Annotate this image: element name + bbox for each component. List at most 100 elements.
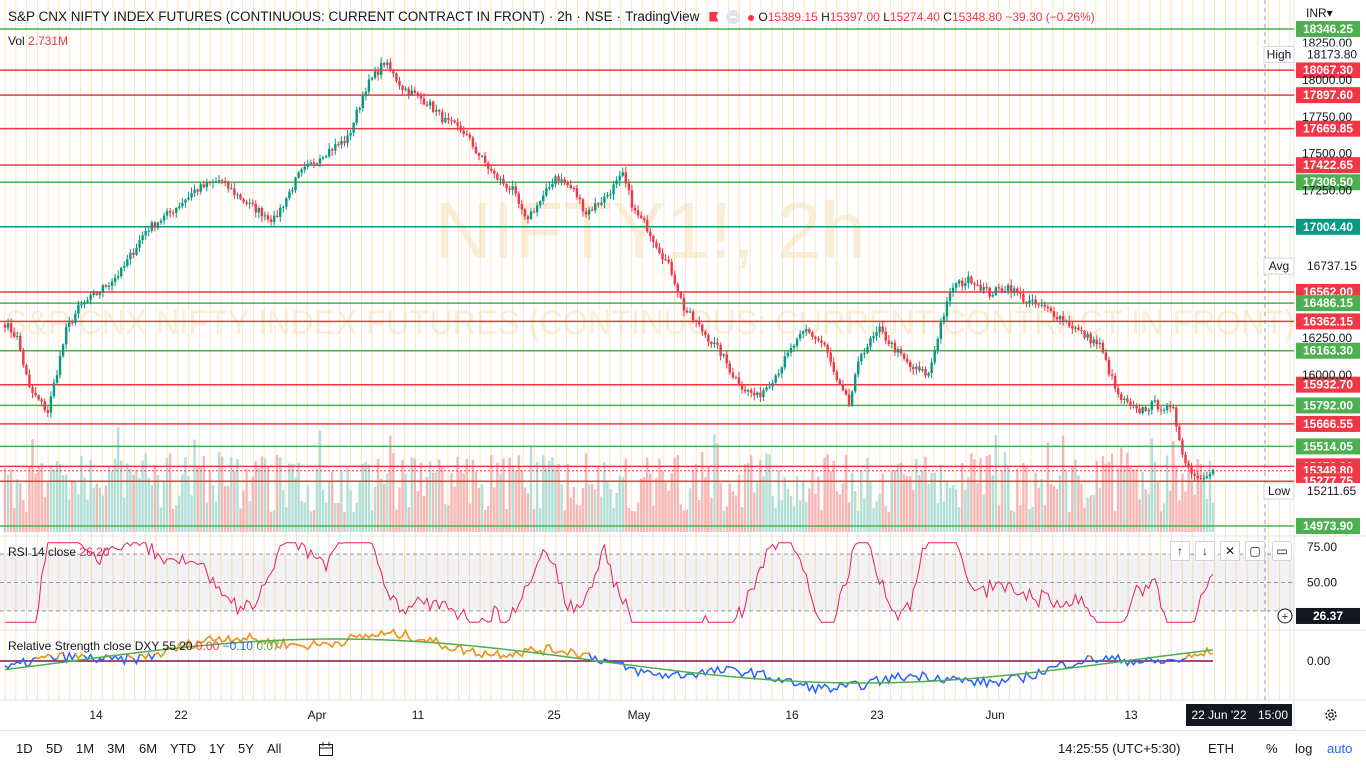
tf-3m[interactable]: 3M (107, 741, 126, 756)
candle-body (239, 194, 242, 200)
volume-bar (92, 488, 95, 532)
volume-bar (1074, 459, 1077, 532)
volume-bar (471, 459, 475, 532)
volume-bar (967, 476, 970, 532)
tf-1m[interactable]: 1M (76, 741, 95, 756)
level-price-tag (1296, 120, 1360, 137)
volume-bar (988, 454, 991, 532)
volume-legend[interactable]: Vol 2.731M (8, 34, 69, 48)
volume-bar (288, 463, 291, 532)
candle-body (548, 187, 551, 189)
candle-body (425, 104, 429, 106)
volume-bar (61, 475, 65, 532)
candle-body (532, 211, 536, 213)
volume-bar (1208, 460, 1212, 532)
interval-label[interactable]: 2h (557, 9, 573, 24)
candle-body (147, 230, 150, 232)
candle-body (58, 355, 62, 376)
candle-body (193, 189, 196, 194)
settings-gear-icon[interactable] (1323, 707, 1339, 723)
tf-all[interactable]: All (267, 741, 282, 756)
volume-bar (1202, 475, 1206, 532)
tf-5y[interactable]: 5Y (238, 741, 254, 756)
volume-bar (835, 491, 839, 532)
volume-bar (1211, 502, 1215, 532)
close-pane-button[interactable]: ✕ (1220, 541, 1240, 561)
candle-body (701, 324, 704, 332)
candle-body (135, 247, 138, 255)
stat-value: 15211.65 (1307, 484, 1356, 498)
candle-body (43, 401, 46, 411)
volume-bar (777, 470, 780, 532)
candle-body (435, 110, 438, 112)
volume-bar (251, 476, 254, 532)
volume-bar (945, 482, 949, 532)
rs-legend[interactable]: Relative Strength close DXY 55 20 0.00 −… (8, 639, 280, 653)
candle-body (1144, 407, 1147, 411)
candle-body (386, 62, 389, 66)
tf-1d[interactable]: 1D (16, 741, 33, 756)
candle-body (817, 338, 820, 341)
minus-circle-icon[interactable] (726, 9, 741, 24)
volume-bar (425, 477, 429, 532)
candle-body (389, 62, 392, 71)
candle-body (841, 384, 845, 391)
volume-bar (991, 475, 995, 532)
percent-toggle[interactable]: % (1266, 741, 1278, 756)
candle-body (997, 287, 1001, 289)
session-button[interactable]: ETH (1208, 741, 1234, 756)
volume-bar (165, 458, 169, 532)
candle-body (850, 391, 854, 405)
candle-body (46, 410, 50, 413)
symbol-header[interactable]: S&P CNX NIFTY INDEX FUTURES (CONTINUOUS:… (8, 9, 1095, 24)
candle-body (496, 173, 499, 180)
volume-bar (560, 484, 563, 532)
currency-label[interactable]: INR▾ (1306, 6, 1333, 20)
volume-bar (74, 482, 77, 532)
volume-bar (233, 471, 236, 532)
candle-body (248, 202, 251, 204)
volume-bar (875, 501, 878, 532)
maximize-pane-button[interactable]: ▢ (1245, 541, 1265, 561)
fullscreen-button[interactable]: ▭ (1272, 541, 1292, 561)
stat-badge (1263, 482, 1295, 500)
volume-bar (691, 469, 695, 532)
volume-bar (633, 511, 637, 532)
log-toggle[interactable]: log (1295, 741, 1313, 756)
volume-bar (190, 495, 193, 532)
candle-body (826, 344, 829, 353)
symbol-title[interactable]: S&P CNX NIFTY INDEX FUTURES (CONTINUOUS:… (8, 9, 545, 24)
source-label: TradingView (625, 9, 700, 24)
volume-bar (905, 476, 909, 532)
chart-canvas[interactable]: NIFTY1!, 2h S&P CNX NIFTY INDEX FUTURES … (0, 0, 1366, 730)
volume-bar (1028, 508, 1031, 532)
candle-body (710, 341, 713, 345)
candle-body (587, 209, 591, 215)
candle-body (1165, 405, 1169, 411)
auto-toggle[interactable]: auto (1327, 741, 1353, 756)
rsi-legend[interactable]: RSI 14 close 26.20 (8, 545, 110, 559)
volume-bar (89, 459, 92, 532)
candle-body (921, 369, 924, 371)
candle-body (123, 265, 126, 268)
volume-bar (1205, 499, 1209, 532)
tf-6m[interactable]: 6M (139, 741, 158, 756)
volume-bar (597, 466, 600, 532)
move-pane-down-button[interactable]: ↓ (1195, 541, 1215, 561)
tf-1y[interactable]: 1Y (209, 741, 225, 756)
flag-icon[interactable] (709, 11, 719, 22)
candle-body (945, 301, 949, 317)
candle-body (1199, 478, 1202, 480)
volume-bar (771, 495, 774, 532)
clock-label[interactable]: 14:25:55 (UTC+5:30) (1058, 741, 1181, 756)
volume-bar (346, 467, 349, 532)
candle-body (487, 162, 490, 169)
move-pane-up-button[interactable]: ↑ (1170, 541, 1190, 561)
date-range-icon[interactable] (318, 741, 334, 757)
stat-label: Avg (1269, 259, 1289, 273)
tf-5d[interactable]: 5D (46, 741, 63, 756)
candle-body (734, 377, 738, 379)
add-icon[interactable] (1277, 608, 1293, 624)
volume-bar (263, 458, 267, 532)
tf-ytd[interactable]: YTD (170, 741, 196, 756)
